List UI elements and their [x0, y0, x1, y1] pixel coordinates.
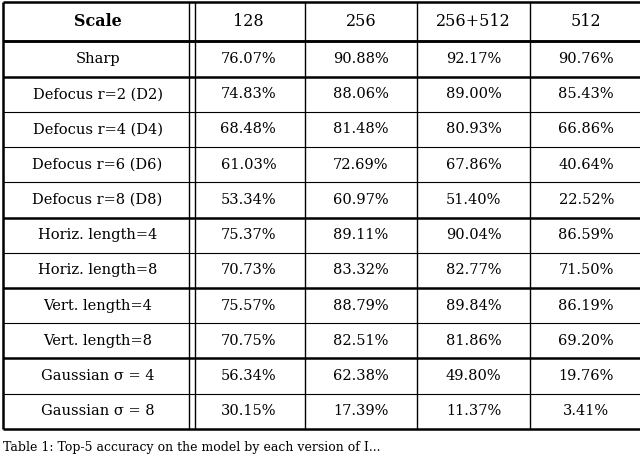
- Text: 89.11%: 89.11%: [333, 228, 388, 242]
- Text: 82.77%: 82.77%: [446, 263, 501, 278]
- Text: 92.17%: 92.17%: [446, 52, 501, 66]
- Text: 256+512: 256+512: [436, 13, 511, 30]
- Text: 53.34%: 53.34%: [221, 193, 276, 207]
- Text: 22.52%: 22.52%: [559, 193, 614, 207]
- Text: 62.38%: 62.38%: [333, 369, 389, 383]
- Text: Gaussian σ = 4: Gaussian σ = 4: [41, 369, 154, 383]
- Text: Horiz. length=8: Horiz. length=8: [38, 263, 157, 278]
- Text: 88.06%: 88.06%: [333, 87, 389, 101]
- Text: 19.76%: 19.76%: [559, 369, 614, 383]
- Text: Vert. length=4: Vert. length=4: [43, 298, 152, 313]
- Text: 72.69%: 72.69%: [333, 158, 388, 172]
- Text: 40.64%: 40.64%: [559, 158, 614, 172]
- Text: Gaussian σ = 8: Gaussian σ = 8: [41, 404, 154, 418]
- Text: 11.37%: 11.37%: [446, 404, 501, 418]
- Text: Defocus r=2 (D2): Defocus r=2 (D2): [33, 87, 163, 101]
- Text: 88.79%: 88.79%: [333, 298, 388, 313]
- Text: 67.86%: 67.86%: [445, 158, 502, 172]
- Text: 17.39%: 17.39%: [333, 404, 388, 418]
- Text: 75.57%: 75.57%: [221, 298, 276, 313]
- Text: 61.03%: 61.03%: [221, 158, 276, 172]
- Text: Defocus r=6 (D6): Defocus r=6 (D6): [33, 158, 163, 172]
- Text: 82.51%: 82.51%: [333, 334, 388, 348]
- Text: Defocus r=4 (D4): Defocus r=4 (D4): [33, 122, 163, 137]
- Text: 89.84%: 89.84%: [446, 298, 501, 313]
- Text: 51.40%: 51.40%: [446, 193, 501, 207]
- Text: 70.75%: 70.75%: [221, 334, 276, 348]
- Text: Scale: Scale: [74, 13, 122, 30]
- Text: 30.15%: 30.15%: [221, 404, 276, 418]
- Text: 68.48%: 68.48%: [220, 122, 276, 137]
- Text: 3.41%: 3.41%: [563, 404, 609, 418]
- Text: 80.93%: 80.93%: [445, 122, 502, 137]
- Text: 90.76%: 90.76%: [559, 52, 614, 66]
- Text: 86.59%: 86.59%: [559, 228, 614, 242]
- Text: Vert. length=8: Vert. length=8: [43, 334, 152, 348]
- Text: 66.86%: 66.86%: [558, 122, 614, 137]
- Text: 69.20%: 69.20%: [559, 334, 614, 348]
- Text: 85.43%: 85.43%: [559, 87, 614, 101]
- Text: Sharp: Sharp: [76, 52, 120, 66]
- Text: 60.97%: 60.97%: [333, 193, 388, 207]
- Text: 83.32%: 83.32%: [333, 263, 389, 278]
- Text: 128: 128: [233, 13, 264, 30]
- Text: 49.80%: 49.80%: [446, 369, 501, 383]
- Text: Defocus r=8 (D8): Defocus r=8 (D8): [33, 193, 163, 207]
- Text: 90.88%: 90.88%: [333, 52, 389, 66]
- Text: Horiz. length=4: Horiz. length=4: [38, 228, 157, 242]
- Text: 70.73%: 70.73%: [221, 263, 276, 278]
- Text: 89.00%: 89.00%: [445, 87, 502, 101]
- Text: 81.86%: 81.86%: [446, 334, 501, 348]
- Text: 76.07%: 76.07%: [221, 52, 276, 66]
- Text: 81.48%: 81.48%: [333, 122, 388, 137]
- Text: 86.19%: 86.19%: [559, 298, 614, 313]
- Text: 256: 256: [346, 13, 376, 30]
- Text: 74.83%: 74.83%: [221, 87, 276, 101]
- Text: 75.37%: 75.37%: [221, 228, 276, 242]
- Text: 56.34%: 56.34%: [221, 369, 276, 383]
- Text: 90.04%: 90.04%: [446, 228, 501, 242]
- Text: 71.50%: 71.50%: [559, 263, 614, 278]
- Text: 512: 512: [571, 13, 602, 30]
- Text: Table 1: Top-5 accuracy on the model by each version of I...: Table 1: Top-5 accuracy on the model by …: [3, 441, 381, 454]
